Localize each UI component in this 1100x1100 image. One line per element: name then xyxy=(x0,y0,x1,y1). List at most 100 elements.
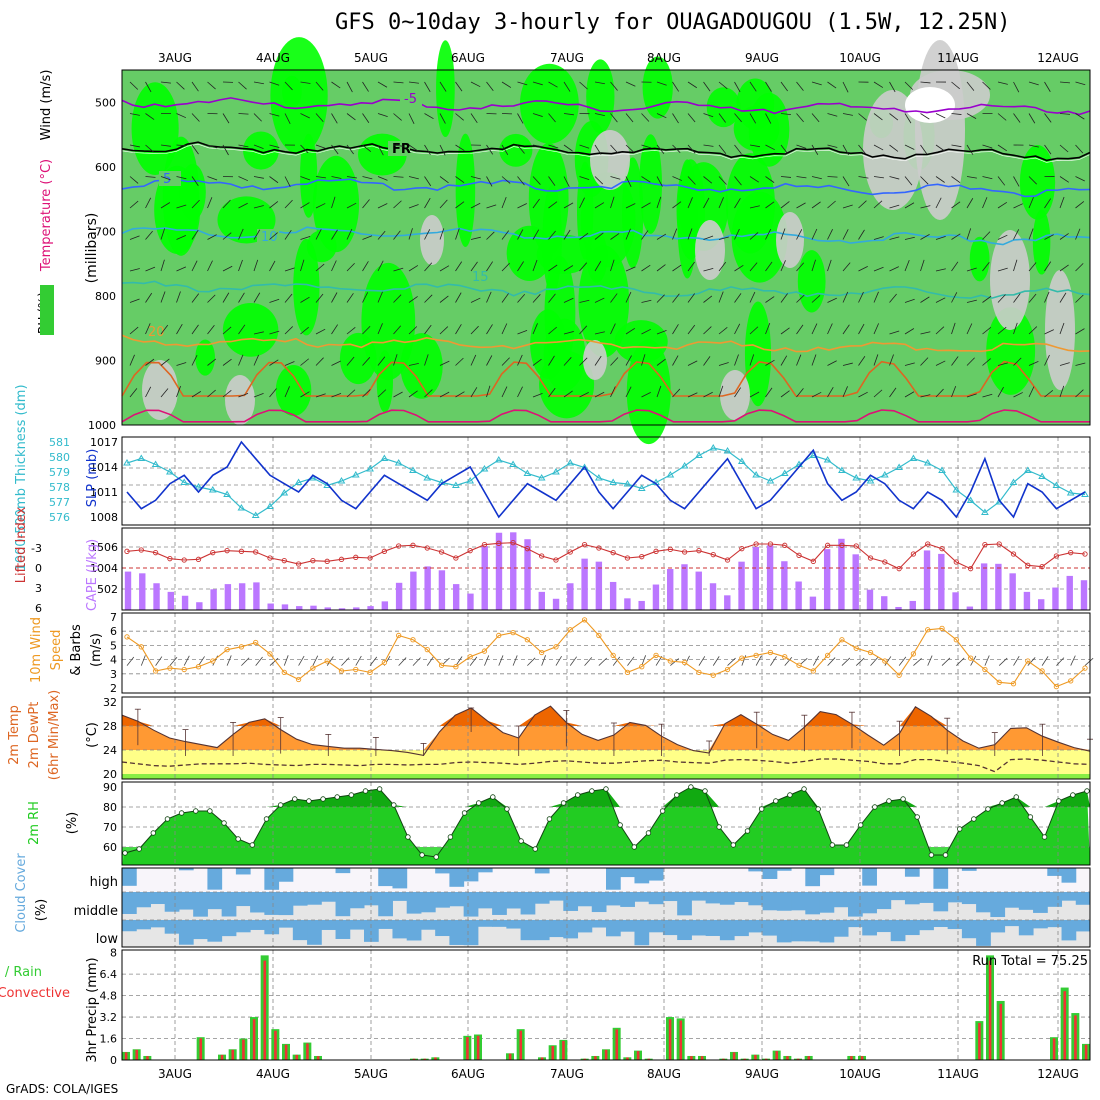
cape-bar xyxy=(181,595,189,610)
rh2m-point xyxy=(334,794,340,800)
wind-barb xyxy=(780,228,786,240)
cloud-low-bar xyxy=(848,920,863,928)
wind-barb xyxy=(1013,259,1018,272)
wind-barb xyxy=(796,176,807,179)
wind-barb xyxy=(796,81,804,91)
wind-barb xyxy=(734,354,739,366)
wind-barb xyxy=(796,262,805,272)
rh2m-point xyxy=(730,842,737,848)
wind-barb xyxy=(1044,234,1054,240)
wind-barb xyxy=(129,113,140,116)
x-tick-label-top: 12AUG xyxy=(1037,51,1079,65)
wind-barb xyxy=(517,144,525,154)
wind-barb xyxy=(997,362,1008,366)
cloud-low-bar xyxy=(435,920,450,937)
rh2m-point xyxy=(193,808,199,814)
cloud-low-bar xyxy=(250,920,265,930)
wind-barb xyxy=(1075,328,1085,335)
rh2m-panel xyxy=(122,782,1090,865)
cape-bar xyxy=(124,571,132,610)
wind-barb xyxy=(904,260,910,272)
temp-tick-label: 24 xyxy=(103,744,117,757)
rh-high-region xyxy=(376,350,394,413)
wind-barb xyxy=(984,655,990,666)
wind-barb xyxy=(346,113,356,121)
wind-barb xyxy=(284,229,292,240)
wind-barb xyxy=(1013,81,1020,93)
wind-barb xyxy=(718,291,724,303)
rh-high-region xyxy=(162,136,200,256)
wind-barb xyxy=(160,324,169,335)
wind-barb xyxy=(889,354,894,366)
cloud-high-bar xyxy=(904,868,920,877)
wind10m-axis-label-speed: Speed xyxy=(49,630,64,671)
wind-barb xyxy=(300,296,310,303)
wind-barb xyxy=(920,113,930,120)
wind-barb xyxy=(408,228,413,240)
precip-tick-label: 1.6 xyxy=(100,1033,118,1046)
cloud-low-bar xyxy=(492,920,507,927)
thickness-point xyxy=(494,456,503,463)
cape-bar xyxy=(210,589,217,610)
wind-barb xyxy=(749,144,760,148)
wind-barb xyxy=(1075,362,1086,366)
precip-convective-bar xyxy=(626,1057,629,1060)
wind-barb xyxy=(765,144,775,151)
rh-low-region xyxy=(420,215,444,265)
wind-barb xyxy=(842,291,849,303)
wind-barb xyxy=(207,176,218,181)
wind-barb xyxy=(207,234,217,240)
wind-barb xyxy=(1028,326,1038,335)
x-tick-label-bottom: 11AUG xyxy=(937,1067,979,1081)
wind-barb xyxy=(393,391,403,398)
wind-barb xyxy=(486,81,494,92)
wind-barb xyxy=(569,656,578,666)
wind-barb xyxy=(913,657,922,666)
cloud-middle-bar xyxy=(1004,892,1020,908)
rh-low-region xyxy=(142,360,178,420)
wind-barb xyxy=(718,236,729,240)
wind-barb xyxy=(703,391,713,398)
cloud-low-bar xyxy=(321,920,337,930)
cloud-low-bar xyxy=(207,920,223,942)
rh2m-axis-unit: (%) xyxy=(65,812,80,835)
wind-barb xyxy=(904,391,915,398)
rh-high-region xyxy=(642,56,673,119)
rh2m-point xyxy=(659,808,666,814)
precip-convective-bar xyxy=(551,1045,555,1060)
cloud-low-bar xyxy=(776,920,792,943)
rh-high-region xyxy=(282,75,302,108)
wind-barb xyxy=(687,176,696,185)
wind-barb xyxy=(362,199,370,209)
wind-barb xyxy=(377,230,386,240)
wind-barb xyxy=(501,230,510,240)
temp-panel-frame xyxy=(121,696,1091,780)
wind-barb xyxy=(641,113,650,122)
wind-barb xyxy=(160,228,166,240)
wind-barb xyxy=(129,176,139,184)
wind-barb xyxy=(625,355,632,366)
cloud-middle-bar xyxy=(876,892,892,910)
wind-barb xyxy=(951,356,959,366)
wind-barb xyxy=(780,390,790,398)
lifted-index-axis-label: Lifted Index xyxy=(14,506,29,583)
wind-barb xyxy=(1028,176,1037,185)
wind-barb xyxy=(858,391,868,398)
wind-barb xyxy=(749,291,756,303)
wind-barb xyxy=(935,197,942,209)
cloud-middle-bar xyxy=(833,892,849,908)
wind-barb xyxy=(315,144,326,149)
wind-barb xyxy=(300,113,310,119)
wind-barb xyxy=(486,355,493,366)
thickness-tick-label: 579 xyxy=(49,466,70,479)
wind-barb xyxy=(687,324,696,335)
wind-barb xyxy=(501,386,508,398)
wind-barb xyxy=(796,294,805,303)
wind-barb xyxy=(1059,362,1070,366)
wind-barb xyxy=(951,113,962,115)
wind-barb xyxy=(873,200,883,209)
cloud-middle-bar xyxy=(890,892,906,901)
rh-low-region xyxy=(225,375,255,425)
wind-barb xyxy=(997,144,1007,152)
contour-label-bg xyxy=(159,171,181,186)
